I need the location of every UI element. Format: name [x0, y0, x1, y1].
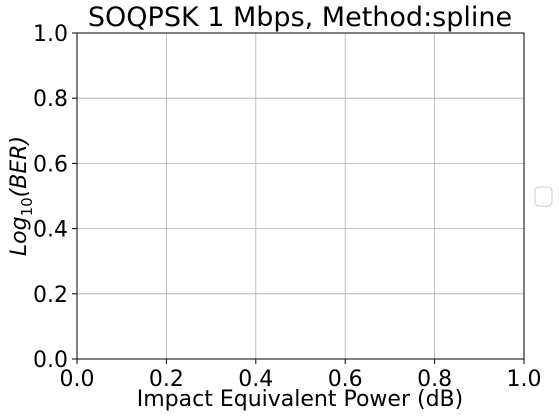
y-axis-label: Log10(BER) [7, 136, 36, 256]
plot-frame [76, 32, 525, 360]
chart-title: SOQPSK 1 Mbps, Method:spline [88, 2, 512, 33]
y-tick-label: 0.6 [33, 152, 68, 177]
y-axis-label-argument: (BER) [7, 136, 32, 197]
x-tick-label: 0.8 [417, 367, 452, 392]
x-tick-label: 1.0 [507, 367, 542, 392]
x-axis-ticks: 0.0 0.2 0.4 0.6 0.8 1.0 [60, 359, 542, 392]
y-tick-label: 1.0 [33, 22, 68, 47]
y-axis-ticks: 0.0 0.2 0.4 0.6 0.8 1.0 [33, 22, 77, 373]
legend-box [534, 186, 553, 207]
y-tick-label: 0.8 [33, 87, 68, 112]
y-tick-label: 0.0 [33, 348, 68, 373]
y-axis-label-base: Log [7, 216, 32, 256]
y-tick-label: 0.4 [33, 218, 68, 243]
x-axis-label: Impact Equivalent Power (dB) [137, 387, 463, 412]
x-tick-label: 0.4 [238, 367, 273, 392]
x-tick-label: 0.6 [328, 367, 363, 392]
y-tick-label: 0.2 [33, 283, 68, 308]
x-tick-label: 0.2 [149, 367, 184, 392]
plot-background [77, 33, 524, 359]
y-axis-label-subscript: 10 [18, 197, 36, 216]
x-tick-label: 0.0 [60, 367, 95, 392]
